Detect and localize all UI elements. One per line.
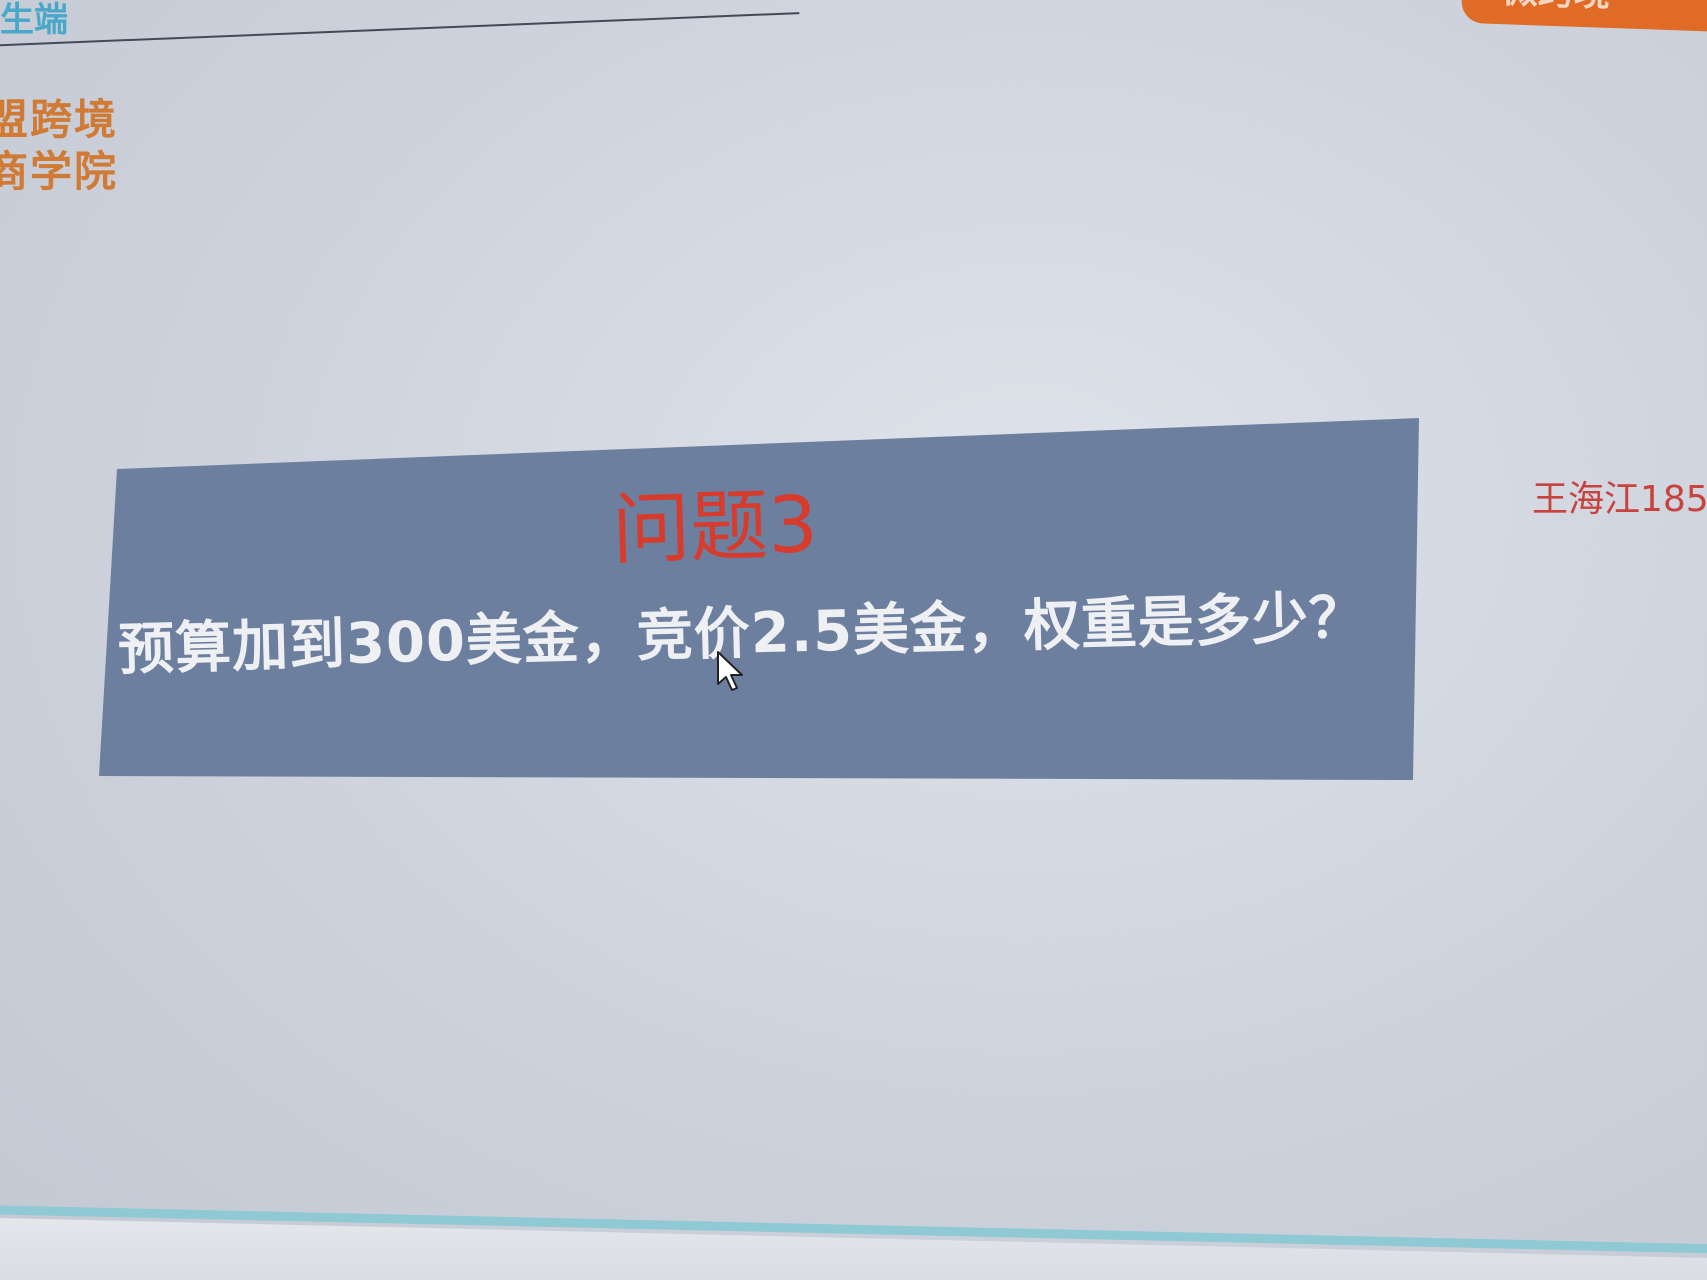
mouse-pointer-icon: [717, 651, 743, 691]
header-divider: [0, 12, 800, 47]
orange-tag: 微跨境: [1460, 0, 1707, 34]
brand-line-2: 商学院: [0, 147, 119, 196]
brand-line-1: 盟跨境: [0, 95, 119, 144]
brand-logo-text: 盟跨境 商学院: [0, 94, 118, 198]
header-title-fragment: 生端: [0, 0, 68, 40]
watermark-name: 王海江1852: [1532, 479, 1707, 520]
